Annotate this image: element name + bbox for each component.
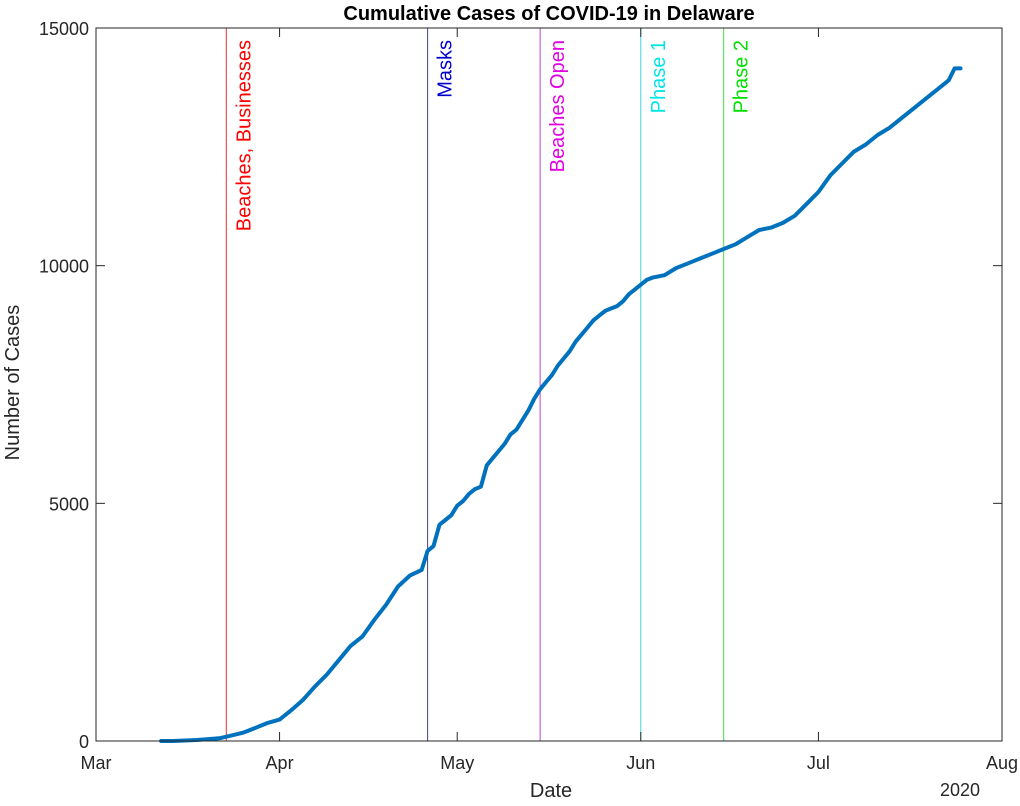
x-axis-year-label: 2020 (940, 780, 980, 800)
annotation-label-0: Beaches, Businesses (233, 40, 255, 231)
x-tick-label-2: May (440, 753, 474, 773)
x-tick-label-0: Mar (81, 753, 112, 773)
y-axis-label: Number of Cases (2, 305, 24, 461)
x-tick-label-4: Jul (807, 753, 830, 773)
annotation-label-4: Phase 2 (731, 40, 753, 113)
annotation-label-3: Phase 1 (648, 40, 670, 113)
y-tick-label-3: 15000 (39, 19, 89, 39)
axes-layer: Mar Apr May Jun Jul Aug 0 5000 10000 15000 (39, 19, 1018, 773)
chart-title: Cumulative Cases of COVID-19 in Delaware (343, 3, 754, 25)
series-line-cumulative-cases (159, 66, 963, 743)
plot-area-border (95, 27, 1003, 742)
annotation-layer: Beaches, Businesses Masks Beaches Open Phas… (225, 28, 753, 741)
y-tick-label-1: 5000 (49, 494, 89, 514)
x-tick-label-3: Jun (626, 753, 655, 773)
x-axis-label: Date (530, 780, 572, 801)
annotation-label-1: Masks (435, 40, 457, 98)
y-tick-label-2: 10000 (39, 257, 89, 277)
y-tick-label-0: 0 (79, 732, 89, 752)
x-tick-label-1: Apr (266, 753, 294, 773)
annotation-label-2: Beaches Open (547, 40, 569, 172)
series-layer (159, 66, 963, 743)
x-tick-label-5: Aug (986, 753, 1018, 773)
